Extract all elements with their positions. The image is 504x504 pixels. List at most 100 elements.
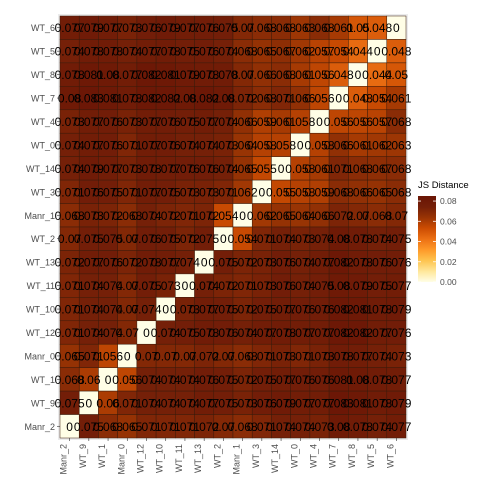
cell-value-label: 0.071 (208, 185, 238, 199)
cell-value-label: 0 (105, 373, 112, 387)
cell-value-label: 0.083 (324, 396, 354, 410)
cell-value-label: 0 (374, 45, 381, 59)
cell-value-label: 0.078 (324, 349, 354, 363)
cell-value-label: 0.073 (74, 209, 104, 223)
y-tick-label: WT_9 (31, 398, 55, 408)
x-axis: Manr_2 WT_9 WT_1 Manr_0 WT_12 WT_10 WT_11 WT_13… (59, 438, 397, 475)
cell-value-label: 0.076 (189, 21, 219, 35)
cell-value-label: 0.074 (362, 349, 392, 363)
cell-value-label: 0.071 (151, 420, 181, 434)
y-tick-label: WT_1 (31, 375, 55, 385)
cell-value-label: 0.068 (228, 349, 258, 363)
cell-value-label: 0.062 (285, 45, 315, 59)
cell-value-label: 0.074 (228, 326, 258, 340)
cell-value-label: 0.065 (55, 349, 85, 363)
x-tick-label: WT_6 (385, 444, 395, 468)
cell-value-label: 0.076 (208, 326, 238, 340)
x-tick-label: WT_9 (78, 444, 88, 468)
cell-value-label: 0.074 (362, 420, 392, 434)
cell-value-label: 0 (220, 232, 227, 246)
x-tick-label: WT_10 (155, 444, 165, 473)
cell-value-label: 0.058 (285, 115, 315, 129)
cell-value-label: 0.072 (208, 279, 238, 293)
cell-value-label: 0.075 (151, 232, 181, 246)
cell-value-label: 0.077 (266, 303, 296, 317)
cell-value-label: 0.071 (228, 279, 258, 293)
cell-value-label: 0.07 (116, 279, 140, 293)
cell-value-label: 0.061 (343, 138, 373, 152)
cell-value-label: 0.07 (173, 349, 197, 363)
cell-value-label: 0 (85, 396, 92, 410)
x-tick-label: WT_7 (328, 444, 338, 468)
cell-value-label: 0.05 (346, 21, 370, 35)
cell-value-label: 0.077 (74, 138, 104, 152)
y-tick-label: WT_12 (26, 328, 55, 338)
cell-value-label: 0.077 (170, 21, 200, 35)
cell-value-label: 0.082 (189, 92, 219, 106)
cell-value-label: 0.076 (93, 138, 123, 152)
cell-value-label: 0.054 (324, 45, 354, 59)
cell-value-label: 0.071 (55, 303, 85, 317)
cell-value-label: 0.077 (55, 21, 85, 35)
cell-value-label: 0.072 (228, 303, 258, 317)
cell-value-label: 0.079 (74, 162, 104, 176)
y-tick-label: WT_14 (26, 164, 55, 174)
cell-value-label: 0.077 (247, 326, 277, 340)
cell-value-label: 0.074 (189, 138, 219, 152)
cell-value-label: 0.073 (247, 279, 277, 293)
cell-value-label: 0.071 (285, 349, 315, 363)
cell-value-label: 0.081 (343, 303, 373, 317)
cell-value-label: 0.074 (55, 162, 85, 176)
cell-value-label: 0.082 (324, 303, 354, 317)
cell-value-label: 0.058 (304, 138, 334, 152)
cell-value-label: 0.066 (304, 209, 334, 223)
cell-value-label: 0.059 (247, 115, 277, 129)
cell-value-label: 0.078 (343, 420, 373, 434)
heatmap-cells (59, 15, 407, 439)
cell-value-label: 0.048 (343, 92, 373, 106)
cell-value-label: 0.061 (304, 162, 334, 176)
cell-value-label: 0.075 (247, 303, 277, 317)
cell-value-label: 0.075 (93, 232, 123, 246)
cell-value-label: 0.078 (93, 45, 123, 59)
cell-value-label: 0.073 (55, 115, 85, 129)
cell-value-label: 0.074 (208, 162, 238, 176)
cell-value-label: 0.074 (93, 303, 123, 317)
cell-value-label: 0.067 (362, 162, 392, 176)
cell-value-label: 0.075 (74, 232, 104, 246)
cell-value-label: 0.081 (324, 373, 354, 387)
legend-tick-label: 0.04 (440, 237, 457, 247)
cell-value-label: 0.079 (381, 303, 411, 317)
cell-value-label: 0.079 (381, 396, 411, 410)
cell-value-label: 0.075 (170, 45, 200, 59)
cell-value-label: 0.082 (324, 256, 354, 270)
cell-value-label: 0.068 (247, 21, 277, 35)
cell-value-label: 0.071 (55, 326, 85, 340)
cell-value-label: 0.076 (189, 373, 219, 387)
x-tick-label: Manr_1 (232, 444, 242, 475)
cell-value-label: 0.077 (112, 68, 142, 82)
cell-value-label: 0.065 (112, 420, 142, 434)
cell-value-label: 0.058 (247, 138, 277, 152)
x-tick-label: Manr_0 (116, 444, 126, 475)
cell-value-label: 0.074 (93, 279, 123, 293)
cell-value-label: 0.048 (324, 68, 354, 82)
cell-value-label: 0.077 (131, 138, 161, 152)
legend-colorbar (418, 196, 436, 282)
color-legend: JS Distance 0.00 0.02 0.04 0.06 0.08 (418, 180, 469, 287)
cell-value-label: 0.075 (304, 279, 334, 293)
cell-value-label: 0.057 (362, 115, 392, 129)
cell-value-label: 0.073 (285, 232, 315, 246)
cell-value-label: 0.077 (131, 45, 161, 59)
cell-value-label: 0.08 (327, 420, 351, 434)
cell-value-label: 0.074 (189, 279, 219, 293)
cell-value-label: 0.074 (93, 326, 123, 340)
x-tick-label: WT_0 (289, 444, 299, 468)
cell-value-label: 0.074 (74, 303, 104, 317)
cell-value-label: 0.075 (93, 185, 123, 199)
cell-value-label: 0.079 (74, 21, 104, 35)
cell-value-label: 0.077 (381, 373, 411, 387)
cell-value-label: 0.07 (212, 349, 236, 363)
cell-value-label: 0.063 (285, 21, 315, 35)
cell-value-label: 0.068 (324, 185, 354, 199)
